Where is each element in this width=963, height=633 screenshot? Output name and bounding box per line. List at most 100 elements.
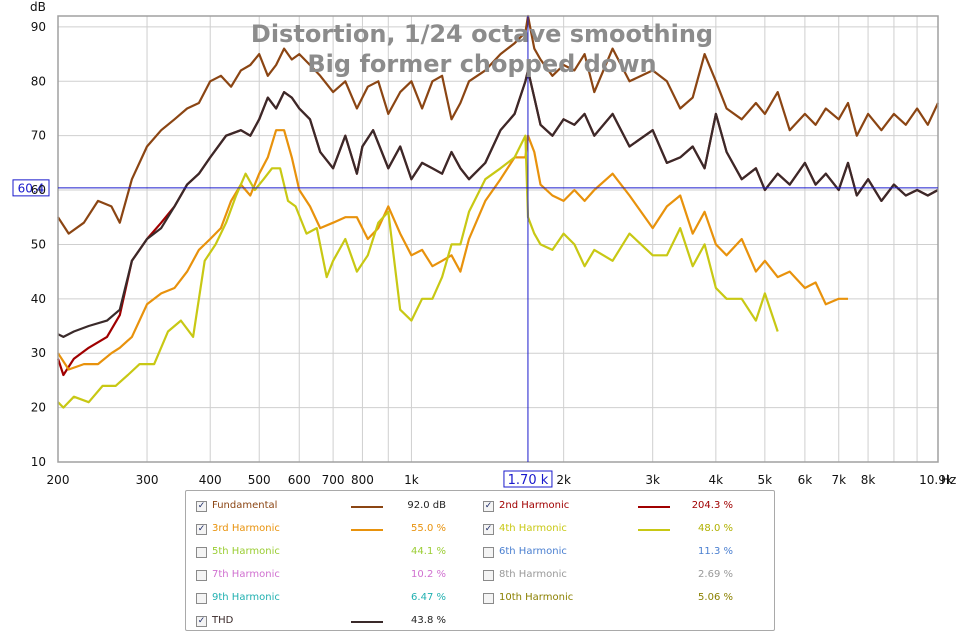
y-tick-label: 50	[31, 237, 46, 251]
legend-row: 5th Harmonic 44.1 % 6th Harmonic 11.3 %	[186, 543, 774, 561]
x-tick-label: 3k	[645, 473, 660, 487]
legend-value: 6.47 %	[411, 592, 446, 603]
legend-item-3rd-harmonic[interactable]: 3rd Harmonic 55.0 %	[196, 520, 476, 538]
legend-value: 2.69 %	[698, 569, 733, 580]
legend-value: 44.1 %	[411, 546, 446, 557]
series-lines	[56, 14, 939, 409]
plot-border	[57, 15, 939, 463]
legend-swatch	[351, 621, 383, 623]
x-tick-label: 300	[136, 473, 159, 487]
legend-swatch	[351, 529, 383, 531]
legend-label: 4th Harmonic	[499, 523, 567, 534]
legend-label: 6th Harmonic	[499, 546, 567, 557]
cursor-x-readout: 1.70 k	[508, 473, 549, 488]
legend-checkbox[interactable]	[483, 523, 494, 535]
legend-label: Fundamental	[212, 500, 278, 511]
legend-checkbox[interactable]	[196, 546, 207, 558]
x-tick-label: 8k	[861, 473, 876, 487]
x-axis-ticks: 200 300 400 500 600 700 800 1k 2k 3k 4k 5k 6k 7k 8k 10.…	[47, 473, 953, 487]
legend-label: 7th Harmonic	[212, 569, 280, 580]
x-tick-label: 10.9k	[919, 473, 953, 487]
series-line-4th-harmonic	[57, 134, 779, 409]
legend-row: THD 43.8 %	[186, 612, 774, 630]
series-line-fundamental	[57, 14, 939, 235]
y-tick-label: 90	[31, 20, 46, 34]
legend-checkbox[interactable]	[196, 615, 207, 627]
legend-checkbox[interactable]	[196, 500, 207, 512]
chart-title: Distortion, 1/24 octave smoothing	[251, 20, 713, 48]
y-axis-label: dB	[30, 0, 46, 14]
legend-swatch	[351, 506, 383, 508]
legend-row: 7th Harmonic 10.2 % 8th Harmonic 2.69 %	[186, 566, 774, 584]
legend-item-7th-harmonic[interactable]: 7th Harmonic 10.2 %	[196, 566, 476, 584]
legend-item-9th-harmonic[interactable]: 9th Harmonic 6.47 %	[196, 589, 476, 607]
x-tick-label: 400	[199, 473, 222, 487]
legend-label: 10th Harmonic	[499, 592, 574, 603]
legend-item-6th-harmonic[interactable]: 6th Harmonic 11.3 %	[483, 543, 763, 561]
series-line-3rd-harmonic	[57, 129, 848, 371]
legend-label: 5th Harmonic	[212, 546, 280, 557]
legend-checkbox[interactable]	[483, 592, 494, 604]
legend-label: 9th Harmonic	[212, 592, 280, 603]
x-tick-label: 4k	[709, 473, 724, 487]
x-tick-label: 2k	[556, 473, 571, 487]
x-tick-label: 7k	[831, 473, 846, 487]
legend-value: 48.0 %	[698, 523, 733, 534]
legend-item-4th-harmonic[interactable]: 4th Harmonic 48.0 %	[483, 520, 763, 538]
x-axis-label: Hz	[941, 473, 956, 487]
legend-checkbox[interactable]	[483, 569, 494, 581]
x-tick-label: 1k	[404, 473, 419, 487]
y-tick-label: 20	[31, 401, 46, 415]
legend-panel: Fundamental 92.0 dB 2nd Harmonic 204.3 % 3rd…	[185, 490, 775, 631]
x-tick-label: 600	[288, 473, 311, 487]
y-tick-label: 40	[31, 292, 46, 306]
cursor[interactable]: 60.4 1.70 k	[12, 16, 938, 488]
series-line-thd	[57, 69, 939, 338]
distortion-chart[interactable]: 60.4 1.70 k 90 80 70 60 50 40 30 20 10 200 300 400 5…	[0, 0, 963, 490]
y-tick-label: 10	[31, 455, 46, 469]
legend-checkbox[interactable]	[483, 500, 494, 512]
x-tick-label: 700	[322, 473, 345, 487]
legend-checkbox[interactable]	[483, 546, 494, 558]
legend-checkbox[interactable]	[196, 592, 207, 604]
y-tick-label: 70	[31, 129, 46, 143]
legend-label: 8th Harmonic	[499, 569, 567, 580]
y-tick-label: 60	[31, 183, 46, 197]
x-tick-label: 5k	[758, 473, 773, 487]
legend-item-thd[interactable]: THD 43.8 %	[196, 612, 476, 630]
legend-row: Fundamental 92.0 dB 2nd Harmonic 204.3 %	[186, 497, 774, 515]
legend-row: 9th Harmonic 6.47 % 10th Harmonic 5.06 %	[186, 589, 774, 607]
x-tick-label: 200	[47, 473, 70, 487]
legend-swatch	[638, 529, 670, 531]
legend-value: 5.06 %	[698, 592, 733, 603]
legend-row: 3rd Harmonic 55.0 % 4th Harmonic 48.0 %	[186, 520, 774, 538]
legend-checkbox[interactable]	[196, 569, 207, 581]
y-axis-ticks: 90 80 70 60 50 40 30 20 10	[31, 20, 46, 469]
x-tick-label: 6k	[798, 473, 813, 487]
legend-checkbox[interactable]	[196, 523, 207, 535]
y-tick-label: 30	[31, 346, 46, 360]
legend-value: 10.2 %	[411, 569, 446, 580]
legend-swatch	[638, 506, 670, 508]
legend-label: THD	[212, 615, 234, 626]
legend-label: 2nd Harmonic	[499, 500, 570, 511]
legend-item-10th-harmonic[interactable]: 10th Harmonic 5.06 %	[483, 589, 763, 607]
chart-subtitle: Big former chopped down	[307, 50, 656, 78]
legend-value: 92.0 dB	[407, 500, 446, 511]
y-tick-label: 80	[31, 74, 46, 88]
cursor-y-readout: 60.4	[18, 181, 45, 195]
legend-item-5th-harmonic[interactable]: 5th Harmonic 44.1 %	[196, 543, 476, 561]
x-tick-label: 500	[248, 473, 271, 487]
legend-value: 55.0 %	[411, 523, 446, 534]
cursor-x-readout-box	[503, 470, 553, 488]
plot-background	[58, 16, 938, 462]
legend-item-fundamental[interactable]: Fundamental 92.0 dB	[196, 497, 476, 515]
legend-value: 11.3 %	[698, 546, 733, 557]
cursor-y-readout-box	[12, 179, 50, 197]
legend-item-2nd-harmonic[interactable]: 2nd Harmonic 204.3 %	[483, 497, 763, 515]
x-tick-label: 800	[351, 473, 374, 487]
legend-item-8th-harmonic[interactable]: 8th Harmonic 2.69 %	[483, 566, 763, 584]
legend-value: 204.3 %	[691, 500, 733, 511]
legend-label: 3rd Harmonic	[212, 523, 280, 534]
legend-value: 43.8 %	[411, 615, 446, 626]
